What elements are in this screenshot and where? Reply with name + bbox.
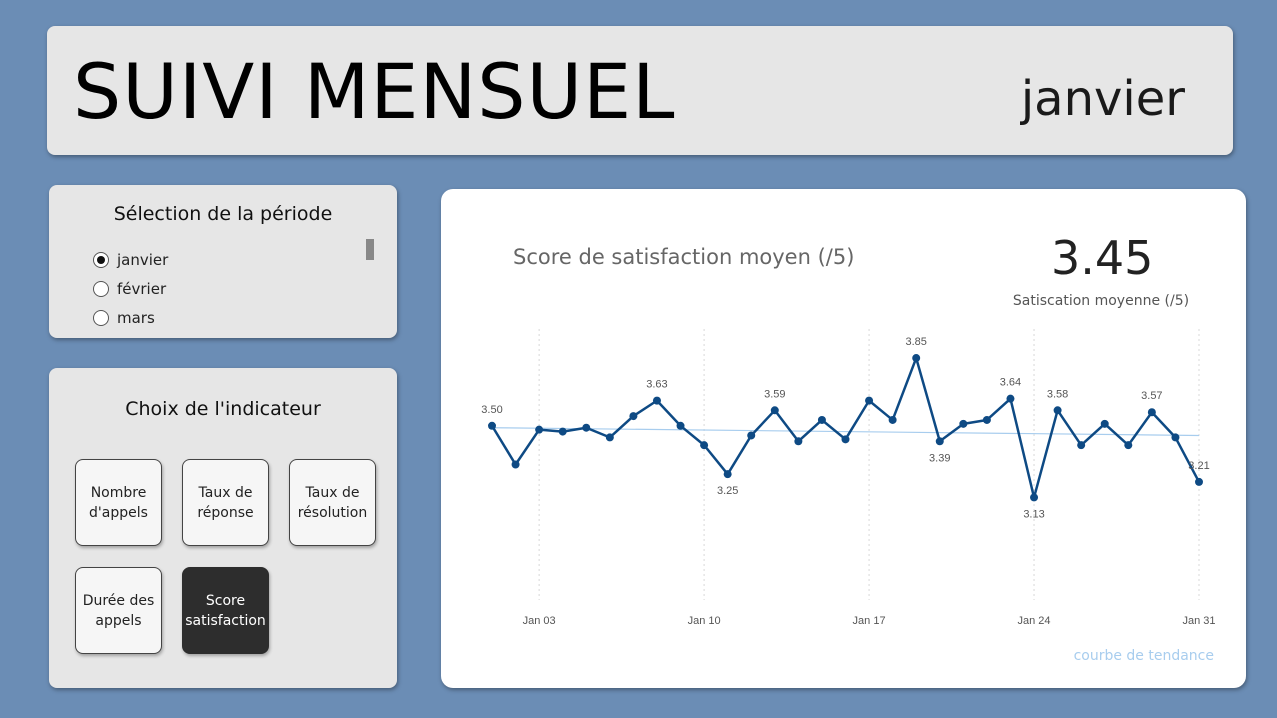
x-tick-label: Jan 10 [688,615,721,627]
data-point [535,425,544,434]
data-point [558,427,567,436]
period-slicer-title: Sélection de la période [113,203,333,225]
x-tick-label: Jan 17 [853,615,886,627]
period-option-label: janvier [117,250,169,269]
data-point [1100,419,1109,428]
selected-month: janvier [1020,71,1185,127]
x-tick-label: Jan 03 [523,615,556,627]
x-tick-label: Jan 31 [1182,615,1215,627]
duree-appels-button[interactable]: Durée des appels [75,567,162,654]
trend-line [491,427,1200,437]
page-title: SUIVI MENSUEL [73,47,676,136]
data-point [959,419,968,428]
data-point [770,406,779,415]
period-option-mars[interactable]: mars [93,303,168,332]
data-label: 3.57 [1141,390,1162,402]
data-point [794,437,803,446]
data-point [912,354,921,363]
data-point [723,470,732,479]
data-point [1147,408,1156,417]
series-line [490,356,1201,499]
kpi-value: 3.45 [1051,231,1154,285]
taux-reponse-button[interactable]: Taux de réponse [182,459,269,546]
data-point [1171,433,1180,442]
data-point [1006,394,1015,403]
data-point [888,415,897,424]
data-point [676,421,685,430]
data-point [747,431,756,440]
data-point [1195,477,1203,486]
data-label: 3.21 [1188,460,1209,472]
indicator-selector-title: Choix de l'indicateur [125,398,321,420]
period-option-label: mars [117,308,155,327]
period-options: janvier février mars [93,245,168,332]
data-point [1053,406,1062,415]
data-point [652,396,661,405]
data-label: 3.85 [905,336,926,348]
radio-checked-icon[interactable] [93,251,109,268]
period-scrollbar[interactable] [366,239,374,260]
period-option-label: février [117,279,167,298]
kpi-label: Satiscation moyenne (/5) [1012,293,1190,309]
chart-title: Score de satisfaction moyen (/5) [513,245,855,269]
satisfaction-chart-card: Score de satisfaction moyen (/5) 3.45 Sa… [441,189,1246,688]
data-point [935,437,944,446]
data-label: 3.13 [1023,508,1044,520]
data-point [1124,441,1133,450]
data-point [605,433,614,442]
indicator-selector: Choix de l'indicateur Nombre d'appels Ta… [49,368,397,688]
period-option-janvier[interactable]: janvier [93,245,168,274]
data-label: 3.39 [929,452,950,464]
header-banner: SUIVI MENSUEL janvier [47,26,1233,155]
data-label: 3.63 [646,379,667,391]
data-point [1030,493,1039,502]
radio-unchecked-icon[interactable] [93,309,109,326]
data-point [629,412,638,421]
score-satisfaction-button[interactable]: Score satisfaction [182,567,269,654]
taux-resolution-button[interactable]: Taux de résolution [289,459,376,546]
data-point [982,415,991,424]
period-option-fevrier[interactable]: février [93,274,168,303]
data-label: 3.25 [717,485,738,497]
data-point [488,421,496,430]
period-slicer: Sélection de la période janvier février … [49,185,397,338]
satisfaction-line-chart: Jan 03 Jan 10 Jan 17 Jan 24 Jan 31 3.50 3.63 3.… [481,329,1216,627]
data-label: 3.58 [1047,388,1068,400]
data-point [700,441,709,450]
data-label: 3.64 [1000,377,1021,389]
trend-legend-label: courbe de tendance [1073,648,1214,664]
nombre-appels-button[interactable]: Nombre d'appels [75,459,162,546]
x-tick-label: Jan 24 [1018,615,1051,627]
data-point [582,423,591,432]
data-point [865,396,874,405]
data-point [841,435,850,444]
radio-unchecked-icon[interactable] [93,280,109,297]
data-point [817,415,826,424]
data-label: 3.59 [764,388,785,400]
data-point [511,460,520,469]
data-label: 3.50 [481,404,502,416]
data-point [1077,441,1086,450]
